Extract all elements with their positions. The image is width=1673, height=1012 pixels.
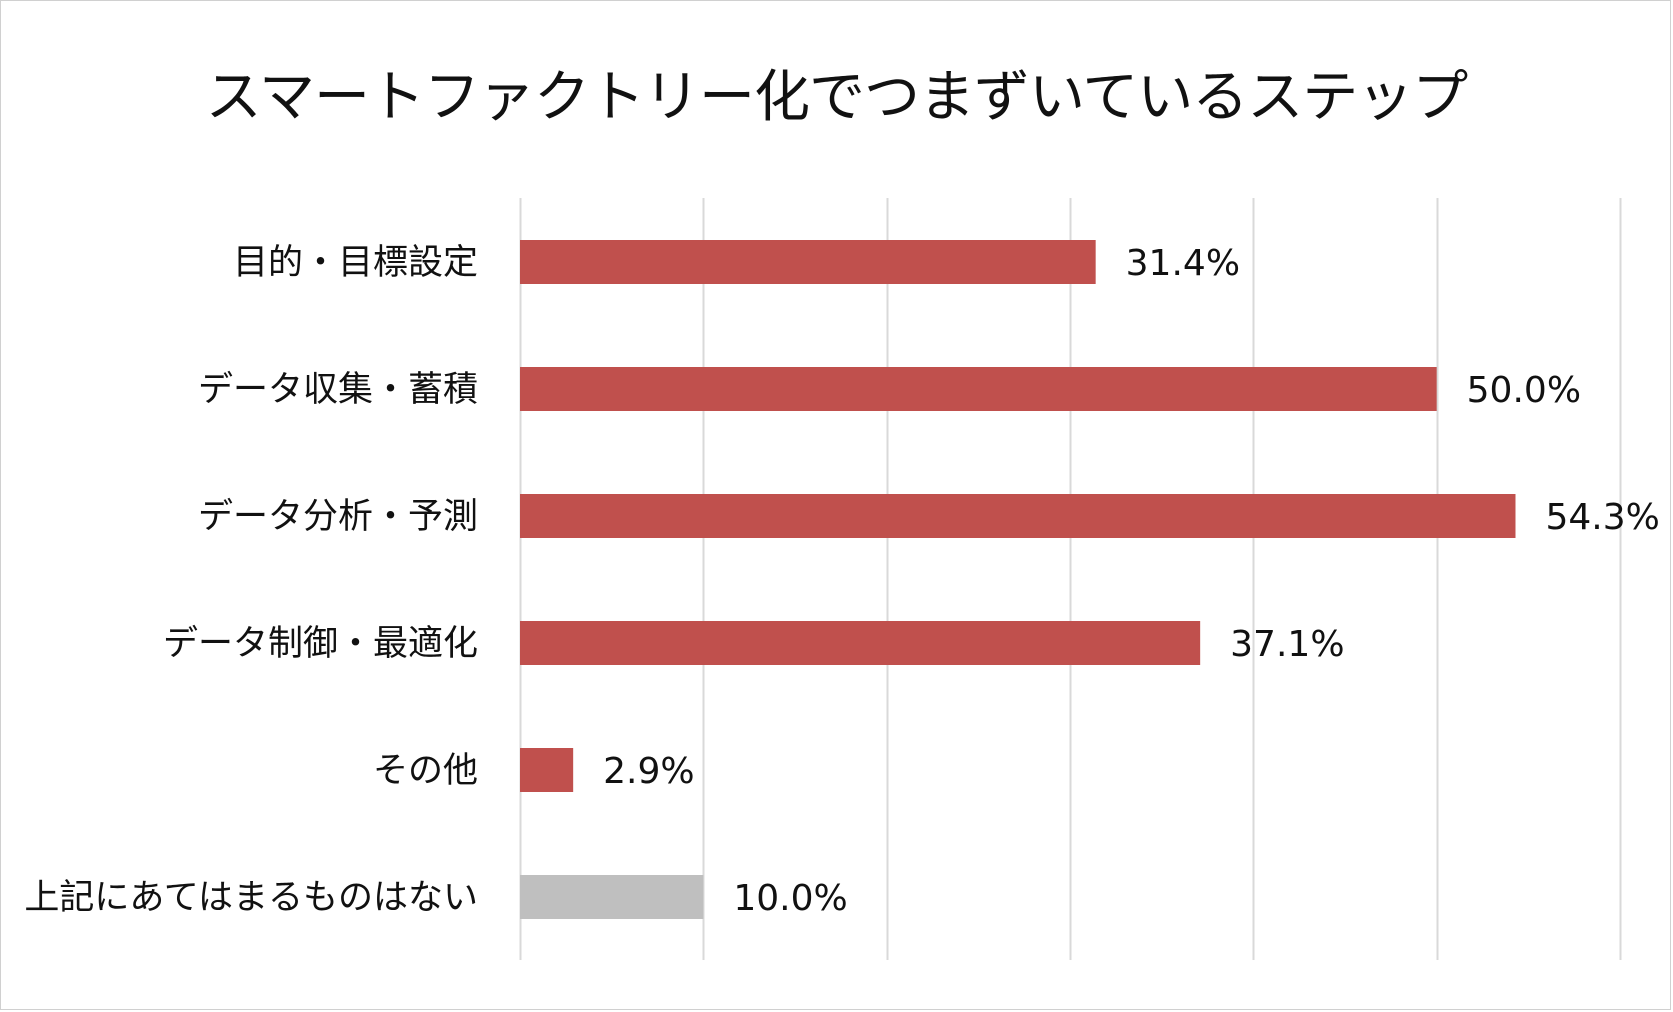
- chart-title: スマートファクトリー化でつまずいているステップ: [205, 65, 1469, 130]
- bar: [520, 748, 574, 792]
- category-label: データ制御・最適化: [163, 624, 478, 664]
- data-label: 54.3%: [1546, 497, 1660, 538]
- category-label: 上記にあてはまるものはない: [24, 878, 478, 918]
- category-label: 目的・目標設定: [233, 243, 478, 283]
- bar: [520, 367, 1437, 411]
- bar: [520, 240, 1096, 284]
- data-label: 37.1%: [1230, 624, 1344, 665]
- bar: [520, 875, 704, 919]
- category-label: データ収集・蓄積: [198, 370, 478, 410]
- data-label: 10.0%: [733, 878, 847, 919]
- category-label: データ分析・予測: [198, 497, 478, 537]
- category-label: その他: [373, 751, 478, 791]
- data-label: 31.4%: [1126, 243, 1240, 284]
- bar: [520, 494, 1516, 538]
- bar: [520, 621, 1201, 665]
- data-label: 50.0%: [1467, 370, 1581, 411]
- data-label: 2.9%: [603, 751, 694, 792]
